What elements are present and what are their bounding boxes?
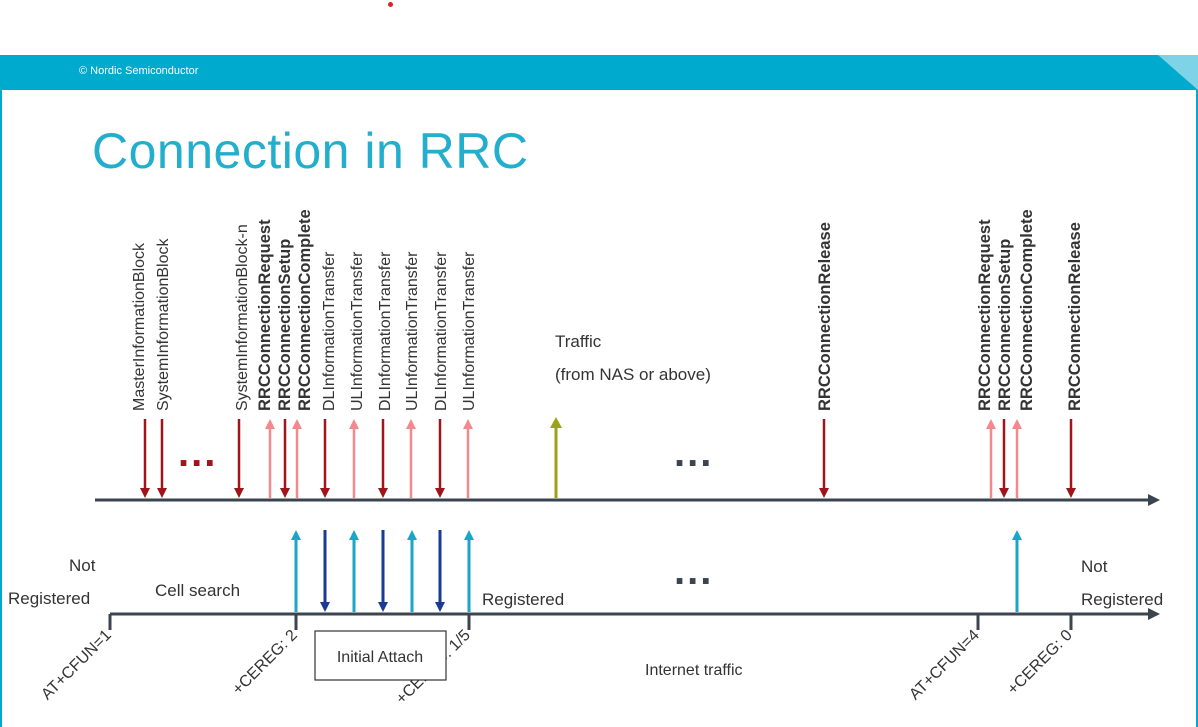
rrc-message-label-12: RRCConnectionRelease <box>816 222 834 411</box>
attach-arrowhead-6 <box>464 530 474 540</box>
rrc-message-label-9: ULInformationTransfer <box>404 251 421 411</box>
rrc-message-label-1: SystemInformationBlock <box>155 237 172 411</box>
attach-arrowhead-1 <box>320 602 330 612</box>
rrc-arrowhead-11 <box>463 419 473 429</box>
rrc-message-label-13: RRCConnectionRequest <box>976 219 994 411</box>
rrc-arrowhead-2 <box>234 488 244 498</box>
rrc-arrowhead-10 <box>435 488 445 498</box>
copyright-text: © Nordic Semiconductor <box>79 65 199 77</box>
cfun1-label: AT+CFUN=1 <box>38 627 115 704</box>
rrc-arrowhead-3 <box>265 419 275 429</box>
rrc-arrowhead-8 <box>378 488 388 498</box>
rrc-arrowhead-16 <box>1066 488 1076 498</box>
attach-arrowhead-5 <box>435 602 445 612</box>
rrc-message-label-4: RRCConnectionSetup <box>276 239 294 411</box>
rrc-arrowhead-5 <box>292 419 302 429</box>
not-registered-right-line2: Registered <box>1081 590 1163 609</box>
rrc-arrowhead-12 <box>819 488 829 498</box>
rrc-arrowhead-13 <box>986 419 996 429</box>
cereg0-label: +CEREG: 0 <box>1004 627 1076 699</box>
attach-arrowhead-0 <box>291 530 301 540</box>
rrc-message-label-10: DLInformationTransfer <box>433 251 450 411</box>
ellipsis-state: ... <box>674 549 713 593</box>
rrc-message-label-0: MasterInformationBlock <box>131 242 148 411</box>
attach-arrowhead-7 <box>1012 530 1022 540</box>
not-registered-left-line1: Not <box>69 556 96 575</box>
rrc-arrowhead-0 <box>140 488 150 498</box>
rrc-axis-arrowhead <box>1148 494 1160 506</box>
rrc-arrowhead-15 <box>1012 419 1022 429</box>
corner-fold-icon <box>1158 55 1198 90</box>
frame-left-border <box>0 90 2 727</box>
rrc-message-label-7: ULInformationTransfer <box>349 251 366 411</box>
ellipsis-traffic: ... <box>674 431 713 475</box>
cfun4-label: AT+CFUN=4 <box>906 627 983 704</box>
rrc-arrowhead-14 <box>999 488 1009 498</box>
rrc-message-label-5: RRCConnectionComplete <box>296 209 314 411</box>
initial-attach-box <box>314 630 447 681</box>
rrc-message-label-15: RRCConnectionComplete <box>1018 209 1036 411</box>
cereg2-label: +CEREG: 2 <box>229 627 301 699</box>
page-title: Connection in RRC <box>92 123 529 179</box>
rrc-message-label-16: RRCConnectionRelease <box>1066 222 1084 411</box>
ellipsis-sib: ... <box>178 431 217 475</box>
traffic-arrowhead <box>550 417 562 428</box>
rrc-arrowhead-6 <box>320 488 330 498</box>
rrc-message-label-8: DLInformationTransfer <box>377 251 394 411</box>
rrc-arrowhead-1 <box>157 488 167 498</box>
not-registered-left-line2: Registered <box>8 589 90 608</box>
state-axis-arrowhead <box>1148 608 1160 620</box>
attach-arrowhead-2 <box>349 530 359 540</box>
rrc-message-group: MasterInformationBlock SystemInformationB… <box>131 209 1084 498</box>
rrc-arrowhead-7 <box>349 419 359 429</box>
cell-search-label: Cell search <box>155 581 240 600</box>
rrc-message-label-2: SystemInformationBlock-n <box>234 224 251 411</box>
attach-arrow-group <box>291 530 1022 612</box>
initial-attach-label: Initial Attach <box>337 649 423 666</box>
not-registered-right-line1: Not <box>1081 557 1108 576</box>
red-dot-marker <box>388 2 393 7</box>
rrc-message-label-14: RRCConnectionSetup <box>996 239 1014 411</box>
frame-right-border <box>1196 90 1198 727</box>
rrc-message-label-3: RRCConnectionRequest <box>256 219 274 411</box>
registered-label: Registered <box>482 590 564 609</box>
internet-traffic-label: Internet traffic <box>645 662 743 679</box>
attach-arrowhead-4 <box>407 530 417 540</box>
rrc-arrowhead-4 <box>280 488 290 498</box>
traffic-label-line1: Traffic <box>555 332 602 351</box>
rrc-message-label-11: ULInformationTransfer <box>461 251 478 411</box>
header-bar: © Nordic Semiconductor <box>0 55 1198 90</box>
rrc-message-label-6: DLInformationTransfer <box>321 251 338 411</box>
attach-arrowhead-3 <box>378 602 388 612</box>
rrc-arrowhead-9 <box>406 419 416 429</box>
traffic-label-line2: (from NAS or above) <box>555 365 711 384</box>
